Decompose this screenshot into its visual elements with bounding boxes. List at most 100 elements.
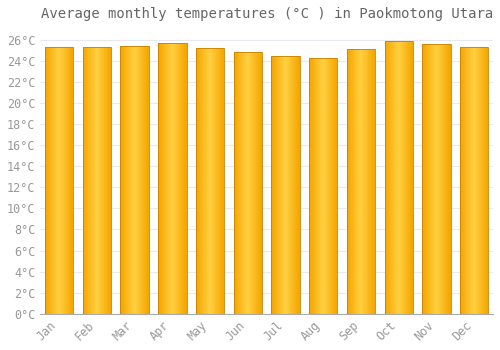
Bar bbox=[422, 44, 450, 314]
Bar bbox=[461, 47, 462, 314]
Bar bbox=[336, 57, 337, 314]
Bar bbox=[282, 56, 283, 314]
Bar bbox=[400, 41, 401, 314]
Bar bbox=[293, 56, 294, 314]
Bar bbox=[275, 56, 276, 314]
Bar bbox=[159, 43, 160, 314]
Bar bbox=[475, 47, 476, 314]
Bar bbox=[234, 52, 235, 314]
Bar bbox=[384, 41, 413, 314]
Bar bbox=[355, 49, 356, 314]
Bar bbox=[430, 44, 431, 314]
Bar bbox=[434, 44, 435, 314]
Bar bbox=[322, 57, 324, 314]
Bar bbox=[181, 43, 182, 314]
Bar bbox=[368, 49, 369, 314]
Bar bbox=[463, 47, 464, 314]
Bar bbox=[61, 47, 62, 314]
Bar bbox=[221, 48, 222, 314]
Bar bbox=[245, 52, 246, 314]
Bar bbox=[299, 56, 300, 314]
Bar bbox=[295, 56, 296, 314]
Bar bbox=[273, 56, 274, 314]
Bar bbox=[274, 56, 275, 314]
Bar bbox=[250, 52, 251, 314]
Bar bbox=[184, 43, 185, 314]
Bar bbox=[120, 46, 149, 314]
Bar bbox=[141, 46, 142, 314]
Bar bbox=[483, 47, 484, 314]
Bar bbox=[432, 44, 433, 314]
Bar bbox=[312, 57, 313, 314]
Bar bbox=[170, 43, 172, 314]
Bar bbox=[158, 43, 159, 314]
Bar bbox=[183, 43, 184, 314]
Bar bbox=[177, 43, 178, 314]
Bar bbox=[252, 52, 253, 314]
Bar bbox=[104, 47, 105, 314]
Bar bbox=[321, 57, 322, 314]
Bar bbox=[242, 52, 244, 314]
Bar bbox=[480, 47, 481, 314]
Bar bbox=[486, 47, 487, 314]
Bar bbox=[349, 49, 350, 314]
Bar bbox=[337, 57, 338, 314]
Bar bbox=[360, 49, 361, 314]
Bar bbox=[95, 47, 96, 314]
Bar bbox=[84, 47, 85, 314]
Bar bbox=[73, 47, 74, 314]
Bar bbox=[429, 44, 430, 314]
Bar bbox=[287, 56, 288, 314]
Bar bbox=[126, 46, 128, 314]
Bar bbox=[217, 48, 218, 314]
Bar bbox=[438, 44, 439, 314]
Bar bbox=[142, 46, 143, 314]
Bar bbox=[311, 57, 312, 314]
Bar bbox=[68, 47, 69, 314]
Bar bbox=[331, 57, 332, 314]
Bar bbox=[99, 47, 100, 314]
Bar bbox=[487, 47, 488, 314]
Bar bbox=[65, 47, 66, 314]
Bar bbox=[234, 52, 262, 314]
Bar bbox=[90, 47, 92, 314]
Bar bbox=[105, 47, 106, 314]
Bar bbox=[241, 52, 242, 314]
Bar bbox=[296, 56, 297, 314]
Bar bbox=[465, 47, 466, 314]
Bar bbox=[474, 47, 475, 314]
Bar bbox=[62, 47, 63, 314]
Bar bbox=[406, 41, 408, 314]
Bar bbox=[171, 43, 172, 314]
Bar bbox=[367, 49, 368, 314]
Bar bbox=[209, 48, 210, 314]
Bar bbox=[139, 46, 140, 314]
Bar bbox=[162, 43, 164, 314]
Bar bbox=[256, 52, 257, 314]
Bar bbox=[140, 46, 141, 314]
Bar bbox=[433, 44, 434, 314]
Bar bbox=[374, 49, 375, 314]
Bar bbox=[173, 43, 174, 314]
Bar bbox=[314, 57, 315, 314]
Bar bbox=[387, 41, 388, 314]
Bar bbox=[182, 43, 183, 314]
Bar bbox=[138, 46, 139, 314]
Bar bbox=[162, 43, 163, 314]
Bar bbox=[147, 46, 148, 314]
Bar bbox=[50, 47, 51, 314]
Bar bbox=[353, 49, 354, 314]
Bar bbox=[110, 47, 111, 314]
Bar bbox=[261, 52, 262, 314]
Bar bbox=[132, 46, 133, 314]
Bar bbox=[158, 43, 186, 314]
Bar bbox=[394, 41, 395, 314]
Bar bbox=[438, 44, 440, 314]
Bar bbox=[238, 52, 239, 314]
Bar bbox=[91, 47, 92, 314]
Bar bbox=[258, 52, 259, 314]
Bar bbox=[58, 47, 59, 314]
Bar bbox=[366, 49, 368, 314]
Bar bbox=[45, 47, 46, 314]
Bar bbox=[214, 48, 215, 314]
